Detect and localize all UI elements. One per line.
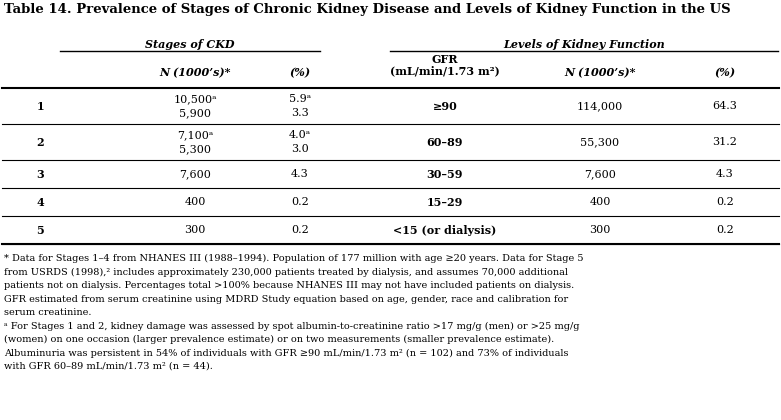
Text: 10,500ᵃ: 10,500ᵃ [173, 94, 217, 104]
Text: 5: 5 [36, 225, 44, 236]
Text: 7,600: 7,600 [179, 169, 211, 179]
Text: (women) on one occasion (larger prevalence estimate) or on two measurements (sma: (women) on one occasion (larger prevalen… [4, 335, 555, 344]
Text: with GFR 60–89 mL/min/1.73 m² (n = 44).: with GFR 60–89 mL/min/1.73 m² (n = 44). [4, 362, 213, 371]
Text: 4.3: 4.3 [291, 169, 308, 179]
Text: Levels of Kidney Function: Levels of Kidney Function [503, 39, 665, 50]
Text: 55,300: 55,300 [580, 137, 619, 147]
Text: (mL/min/1.73 m²): (mL/min/1.73 m²) [390, 65, 500, 76]
Text: serum creatinine.: serum creatinine. [4, 308, 91, 317]
Text: 300: 300 [184, 225, 205, 235]
Text: 15–29: 15–29 [426, 197, 463, 207]
Text: 1: 1 [36, 100, 44, 111]
Text: 7,600: 7,600 [584, 169, 616, 179]
Text: 4.3: 4.3 [716, 169, 734, 179]
Text: 5,900: 5,900 [179, 108, 211, 118]
Text: 64.3: 64.3 [712, 101, 737, 111]
Text: GFR: GFR [432, 54, 458, 65]
Text: 7,100ᵃ: 7,100ᵃ [177, 130, 213, 140]
Text: 30–59: 30–59 [426, 168, 463, 179]
Text: 2: 2 [36, 136, 44, 147]
Text: * Data for Stages 1–4 from NHANES III (1988–1994). Population of 177 million wit: * Data for Stages 1–4 from NHANES III (1… [4, 254, 583, 263]
Text: 0.2: 0.2 [291, 225, 308, 235]
Text: ≥90: ≥90 [433, 100, 458, 111]
Text: (%): (%) [715, 67, 736, 78]
Text: patients not on dialysis. Percentages total >100% because NHANES III may not hav: patients not on dialysis. Percentages to… [4, 281, 574, 290]
Text: 0.2: 0.2 [716, 225, 734, 235]
Text: <15 (or dialysis): <15 (or dialysis) [394, 225, 497, 236]
Text: 0.2: 0.2 [716, 197, 734, 207]
Text: 4: 4 [36, 197, 44, 207]
Text: 300: 300 [590, 225, 611, 235]
Text: N (1000’s)*: N (1000’s)* [159, 67, 230, 78]
Text: GFR estimated from serum creatinine using MDRD Study equation based on age, gend: GFR estimated from serum creatinine usin… [4, 294, 568, 304]
Text: 3.0: 3.0 [291, 144, 308, 154]
Text: 5.9ᵃ: 5.9ᵃ [289, 94, 311, 104]
Text: Stages of CKD: Stages of CKD [145, 39, 235, 50]
Text: 400: 400 [184, 197, 205, 207]
Text: 5,300: 5,300 [179, 144, 211, 154]
Text: Table 14. Prevalence of Stages of Chronic Kidney Disease and Levels of Kidney Fu: Table 14. Prevalence of Stages of Chroni… [4, 3, 730, 16]
Text: 3: 3 [36, 168, 44, 179]
Text: 31.2: 31.2 [712, 137, 737, 147]
Text: N (1000’s)*: N (1000’s)* [564, 67, 636, 78]
Text: 114,000: 114,000 [577, 101, 623, 111]
Text: Albuminuria was persistent in 54% of individuals with GFR ≥90 mL/min/1.73 m² (n : Albuminuria was persistent in 54% of ind… [4, 349, 569, 357]
Text: 60–89: 60–89 [426, 136, 463, 147]
Text: from USRDS (1998),² includes approximately 230,000 patients treated by dialysis,: from USRDS (1998),² includes approximate… [4, 268, 568, 277]
Text: 0.2: 0.2 [291, 197, 308, 207]
Text: (%): (%) [290, 67, 311, 78]
Text: 4.0ᵃ: 4.0ᵃ [289, 130, 311, 140]
Text: 400: 400 [590, 197, 611, 207]
Text: 3.3: 3.3 [291, 108, 308, 118]
Text: ᵃ For Stages 1 and 2, kidney damage was assessed by spot albumin-to-creatinine r: ᵃ For Stages 1 and 2, kidney damage was … [4, 321, 580, 331]
